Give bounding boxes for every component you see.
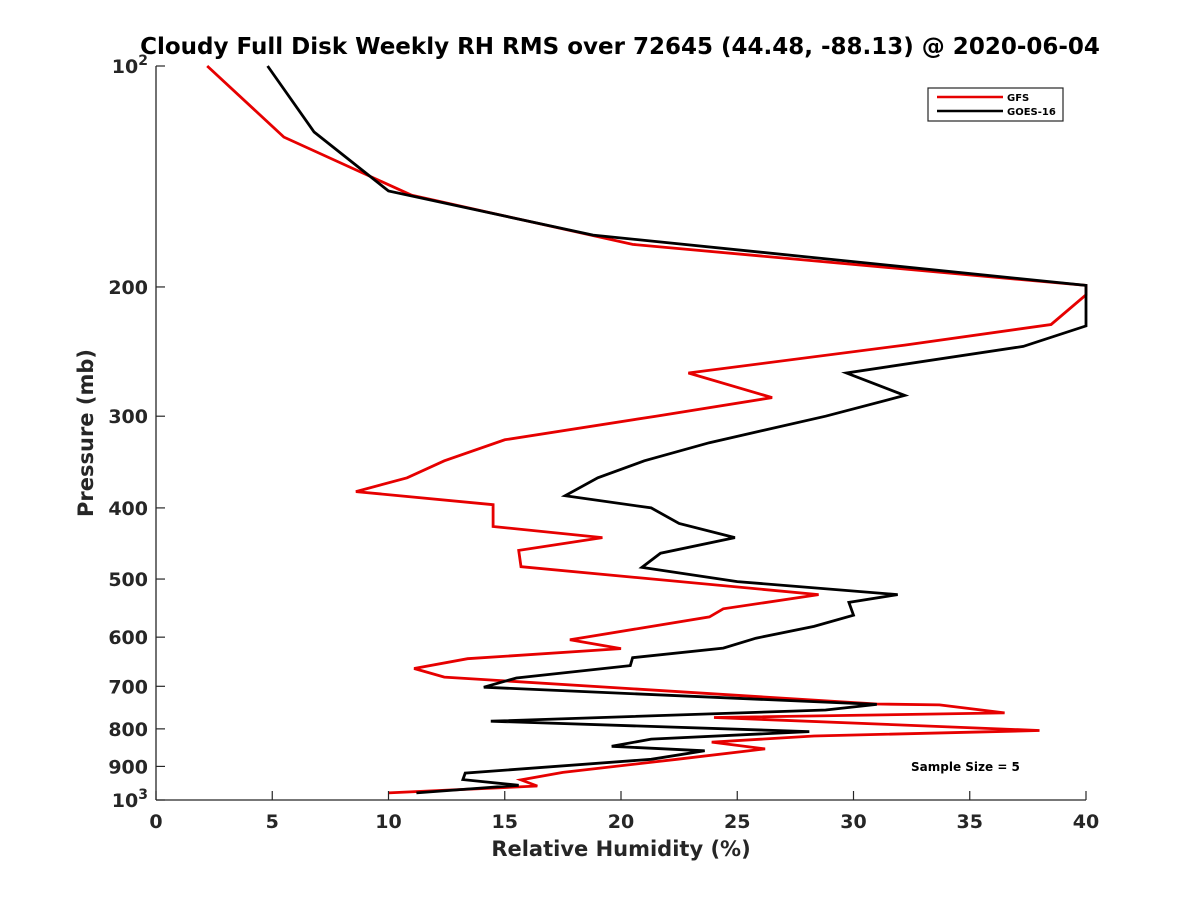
- x-tick-label: 40: [1073, 811, 1099, 833]
- legend-box: [927, 87, 1064, 122]
- y-tick-label: 600: [108, 627, 148, 649]
- y-axis: 102 200 300 400 500 600 700 800 900 103: [108, 53, 165, 812]
- x-tick-label: 20: [608, 811, 634, 833]
- x-axis: 0 5 10 15 20 25 30 35 40: [149, 791, 1099, 833]
- sample-size-annotation: Sample Size = 5: [911, 760, 1020, 774]
- x-tick-label: 5: [266, 811, 279, 833]
- x-tick-label: 25: [724, 811, 750, 833]
- legend-label-goes16: GOES-16: [1007, 107, 1056, 118]
- y-tick-label: 700: [108, 676, 148, 698]
- y-tick-label: 300: [108, 406, 148, 428]
- y-axis-label: Pressure (mb): [74, 349, 98, 517]
- series-line-gfs: [206, 64, 1088, 795]
- y-tick-label: 800: [108, 719, 148, 741]
- y-tick-label: 102: [112, 53, 148, 78]
- legend-label-gfs: GFS: [1007, 93, 1029, 104]
- x-tick-label: 15: [492, 811, 518, 833]
- series-layer: [206, 64, 1088, 795]
- series-line-goes16: [266, 65, 1088, 795]
- y-tick-label: 200: [108, 277, 148, 299]
- x-tick-label: 10: [375, 811, 401, 833]
- x-tick-label: 35: [957, 811, 983, 833]
- y-tick-label: 103: [112, 787, 148, 812]
- plot-area: [155, 66, 1086, 801]
- chart-title: Cloudy Full Disk Weekly RH RMS over 7264…: [140, 34, 1100, 60]
- y-tick-label: 900: [108, 756, 148, 778]
- y-tick-label: 400: [108, 498, 148, 520]
- x-axis-label: Relative Humidity (%): [491, 837, 750, 861]
- y-tick-label: 500: [108, 569, 148, 591]
- legend: GFS GOES-16: [927, 87, 1064, 122]
- x-tick-label: 30: [840, 811, 866, 833]
- x-tick-label: 0: [149, 811, 162, 833]
